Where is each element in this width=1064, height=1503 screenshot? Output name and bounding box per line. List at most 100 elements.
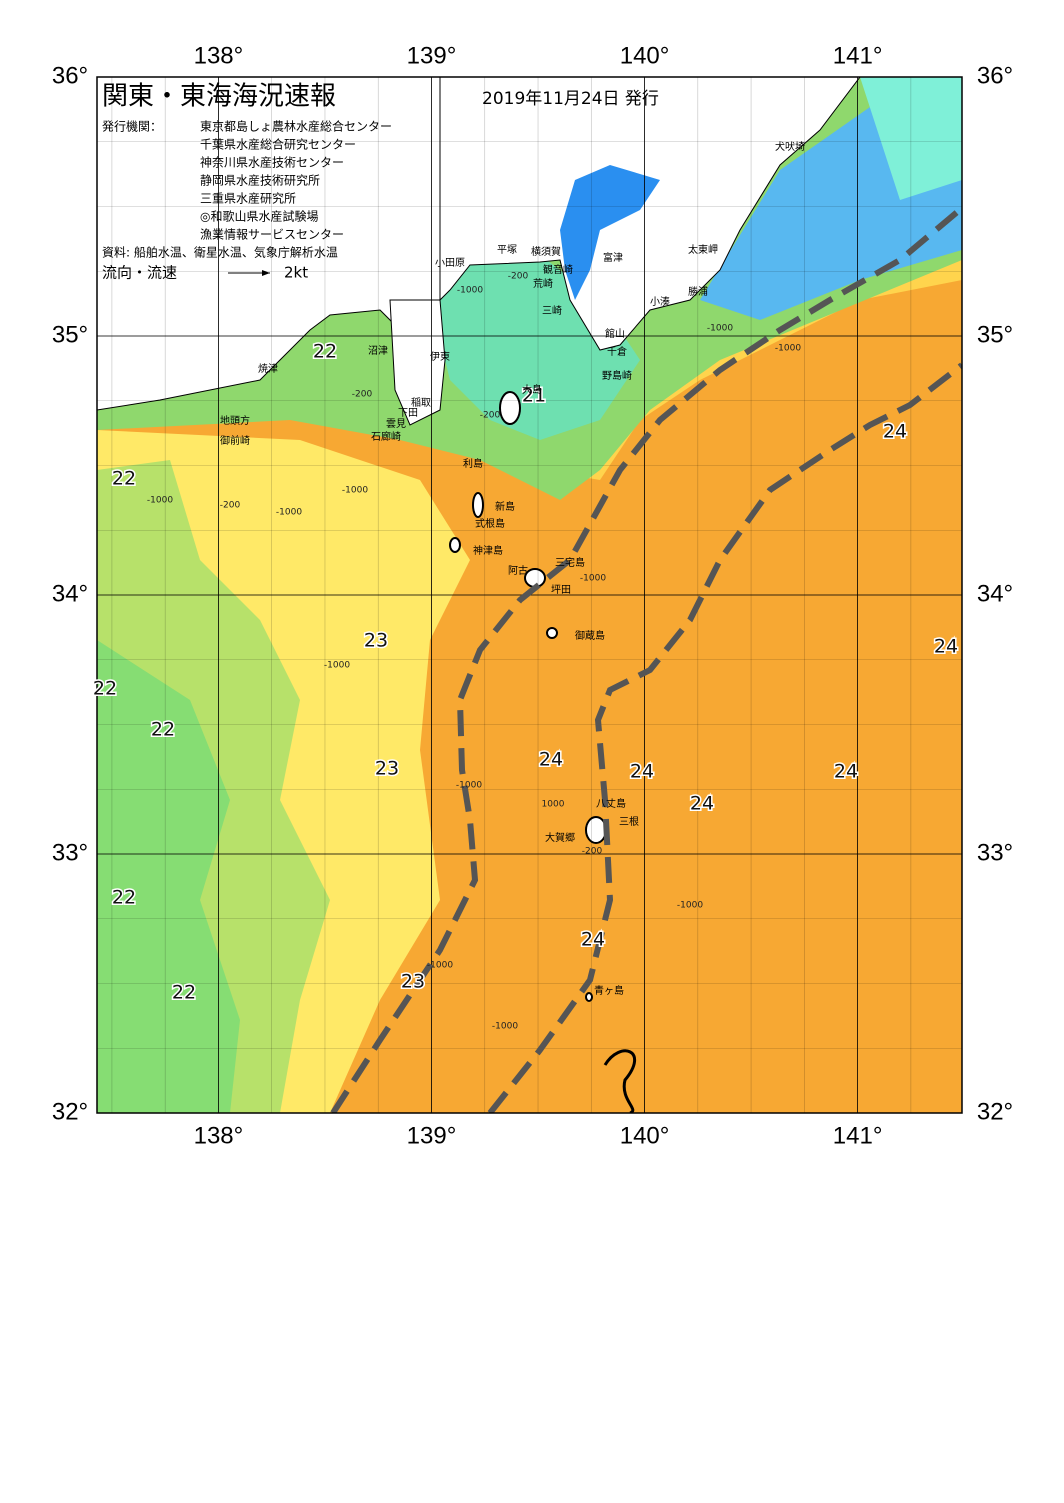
contour-label: -1000 bbox=[324, 661, 350, 671]
contour-label: -1000 bbox=[580, 574, 606, 584]
contour-label: -200 bbox=[480, 411, 501, 421]
issuer: 漁業情報サービスセンター bbox=[200, 228, 344, 242]
temperature-label: 24 bbox=[690, 793, 714, 815]
issuer: 千葉県水産総合研究センター bbox=[200, 137, 356, 152]
lon-label: 139° bbox=[407, 42, 457, 69]
temperature-label: 22 bbox=[151, 719, 175, 741]
contour-label: -1000 bbox=[677, 901, 703, 911]
kuroshio-axis bbox=[487, 362, 962, 1113]
contour-label: -1000 bbox=[456, 781, 482, 791]
place-name: 三崎 bbox=[542, 304, 562, 317]
tokyo-bay bbox=[560, 165, 660, 300]
lat-label: 34° bbox=[977, 580, 1013, 607]
place-name: 坪田 bbox=[551, 583, 571, 596]
lat-label: 33° bbox=[977, 839, 1013, 866]
issuer-label: 発行機関： bbox=[102, 119, 162, 134]
place-name: 神津島 bbox=[473, 544, 503, 557]
lon-label: 141° bbox=[833, 42, 883, 69]
place-name: 三宅島 bbox=[555, 556, 585, 569]
issuer: 神奈川県水産技術センター bbox=[200, 155, 344, 170]
place-name: 地頭方 bbox=[220, 414, 250, 427]
temperature-label: 23 bbox=[364, 630, 388, 652]
place-name: 平塚 bbox=[497, 244, 517, 256]
lat-label: 32° bbox=[977, 1098, 1013, 1125]
place-name: 館山 bbox=[605, 327, 625, 340]
temperature-label: 22 bbox=[112, 468, 136, 490]
legend-label: 流向・流速 bbox=[102, 264, 177, 282]
place-name: 稲取 bbox=[411, 397, 431, 409]
place-name: 阿古 bbox=[508, 564, 528, 577]
issuer: 東京都島しょ農林水産総合センター bbox=[200, 119, 392, 134]
place-name: 富津 bbox=[603, 251, 623, 264]
lat-label: 33° bbox=[52, 839, 88, 866]
contour-label: 1000 bbox=[542, 800, 565, 810]
contour-label: -1000 bbox=[707, 324, 733, 334]
lon-label: 139° bbox=[407, 1122, 457, 1149]
lon-label: 140° bbox=[620, 1122, 670, 1149]
place-name: 利島 bbox=[463, 457, 483, 470]
place-name: 八丈島 bbox=[596, 797, 626, 810]
temperature-label: 24 bbox=[934, 636, 958, 658]
temperature-label: 24 bbox=[539, 749, 563, 771]
contour-label: -200 bbox=[220, 501, 241, 511]
place-name: 小田原 bbox=[435, 257, 465, 269]
lon-label: 141° bbox=[833, 1122, 883, 1149]
place-name: 御前崎 bbox=[220, 434, 250, 447]
contour-label: -1000 bbox=[342, 486, 368, 496]
place-name: 焼津 bbox=[258, 363, 278, 375]
issuer: 静岡県水産技術研究所 bbox=[200, 173, 320, 188]
land bbox=[439, 77, 861, 351]
place-name: 千倉 bbox=[607, 345, 627, 358]
lat-label: 34° bbox=[52, 580, 88, 607]
place-name: 観音崎 bbox=[543, 263, 573, 276]
temperature-label: 24 bbox=[883, 421, 907, 443]
temperature-label: 24 bbox=[630, 761, 654, 783]
contour-label: -1000 bbox=[427, 961, 453, 971]
legend-scale: 2kt bbox=[284, 264, 308, 282]
temperature-label: 22 bbox=[172, 982, 196, 1004]
lon-label: 140° bbox=[620, 42, 670, 69]
place-name: 小湊 bbox=[650, 295, 670, 308]
place-name: 沼津 bbox=[368, 344, 388, 357]
cyan-water bbox=[860, 77, 962, 200]
place-name: 大島 bbox=[522, 383, 542, 396]
contour-label: -200 bbox=[508, 272, 529, 282]
issuer: 三重県水産研究所 bbox=[200, 191, 296, 206]
green-water bbox=[97, 640, 240, 1113]
contour-label: -200 bbox=[582, 847, 603, 857]
place-name: 新島 bbox=[495, 500, 515, 513]
place-name: 式根島 bbox=[475, 517, 505, 530]
lat-label: 35° bbox=[52, 321, 88, 348]
isotherm bbox=[603, 1049, 637, 1113]
title: 関東・東海海況速報 bbox=[102, 82, 336, 112]
temperature-label: 23 bbox=[375, 758, 399, 780]
place-name: 伊東 bbox=[430, 350, 450, 363]
place-name: 大賀郷 bbox=[545, 831, 575, 844]
place-name: 野島崎 bbox=[602, 369, 632, 382]
lat-label: 36° bbox=[977, 62, 1013, 89]
place-name: 下田 bbox=[398, 408, 418, 419]
islands bbox=[449, 391, 607, 1002]
temperature-label: 23 bbox=[401, 971, 425, 993]
place-name: 三根 bbox=[619, 815, 639, 828]
place-name: 雲見 bbox=[386, 418, 406, 430]
lat-label: 35° bbox=[977, 321, 1013, 348]
lat-label: 32° bbox=[52, 1098, 88, 1125]
graticule bbox=[97, 77, 962, 1113]
temperature-label: 24 bbox=[581, 929, 605, 951]
place-name: 石廊崎 bbox=[371, 430, 401, 443]
kuroshio-axis bbox=[330, 205, 962, 1113]
contour-label: -1000 bbox=[457, 286, 483, 296]
ocean bbox=[97, 77, 962, 1113]
place-name: 青ヶ島 bbox=[594, 984, 624, 997]
place-name: 太東岬 bbox=[688, 243, 718, 256]
issue-date: 2019年11月24日 発行 bbox=[482, 89, 659, 109]
contour-label: -1000 bbox=[147, 496, 173, 506]
lat-label: 36° bbox=[52, 62, 88, 89]
lon-label: 138° bbox=[194, 1122, 244, 1149]
data-source: 資料: 船舶水温、衛星水温、気象庁解析水温 bbox=[102, 245, 338, 260]
temperature-label: 22 bbox=[112, 887, 136, 909]
temperature-label: 22 bbox=[313, 341, 337, 363]
temperature-label: 21 bbox=[522, 385, 546, 407]
